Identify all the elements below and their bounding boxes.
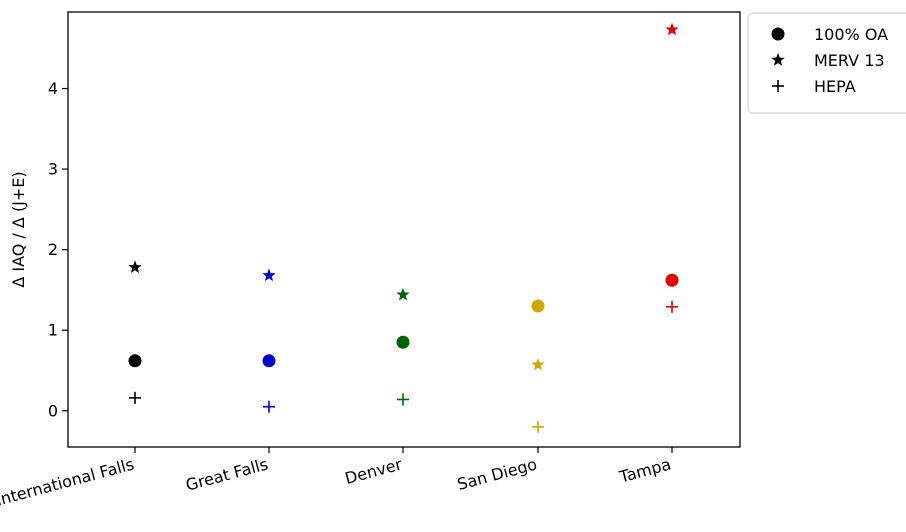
point-star bbox=[128, 260, 142, 274]
y-axis-label: Δ IAQ / Δ (J+E) bbox=[9, 171, 28, 287]
plot-marks bbox=[128, 22, 679, 433]
x-tick-label: Great Falls bbox=[184, 455, 270, 495]
x-tick-label: Denver bbox=[343, 454, 405, 488]
point-star bbox=[531, 357, 545, 371]
legend-box bbox=[747, 12, 906, 114]
y-tick-label: 2 bbox=[48, 240, 58, 259]
point-circle bbox=[262, 354, 276, 368]
y-tick-label: 4 bbox=[48, 79, 58, 98]
point-plus bbox=[532, 420, 544, 433]
x-axis: International Falls Great Falls Denver San … bbox=[0, 447, 673, 510]
point-circle bbox=[128, 354, 142, 368]
legend: 100% OA MERV 13 HEPA bbox=[747, 12, 906, 114]
legend-label: MERV 13 bbox=[814, 51, 885, 70]
point-circle bbox=[531, 299, 545, 313]
point-plus bbox=[129, 391, 141, 404]
point-star bbox=[262, 268, 276, 282]
legend-marker-plus bbox=[772, 80, 784, 92]
y-tick-label: 3 bbox=[48, 160, 58, 179]
x-tick-label: San Diego bbox=[455, 455, 539, 495]
point-circle bbox=[665, 273, 679, 287]
y-tick-label: 0 bbox=[48, 401, 58, 420]
x-tick-label: Tampa bbox=[616, 455, 673, 487]
legend-marker-circle bbox=[771, 27, 785, 41]
legend-label: 100% OA bbox=[814, 25, 888, 44]
point-star bbox=[396, 287, 410, 301]
point-star bbox=[665, 22, 679, 36]
point-plus bbox=[397, 393, 409, 406]
y-axis: 0 1 2 3 4 bbox=[48, 79, 68, 420]
plot-frame bbox=[67, 11, 741, 448]
point-plus bbox=[666, 300, 678, 313]
x-tick-label: International Falls bbox=[0, 455, 136, 510]
legend-marker-star bbox=[771, 53, 785, 66]
legend-label: HEPA bbox=[814, 77, 856, 96]
y-tick-label: 1 bbox=[48, 321, 58, 340]
point-plus bbox=[263, 400, 275, 413]
point-circle bbox=[396, 335, 410, 349]
